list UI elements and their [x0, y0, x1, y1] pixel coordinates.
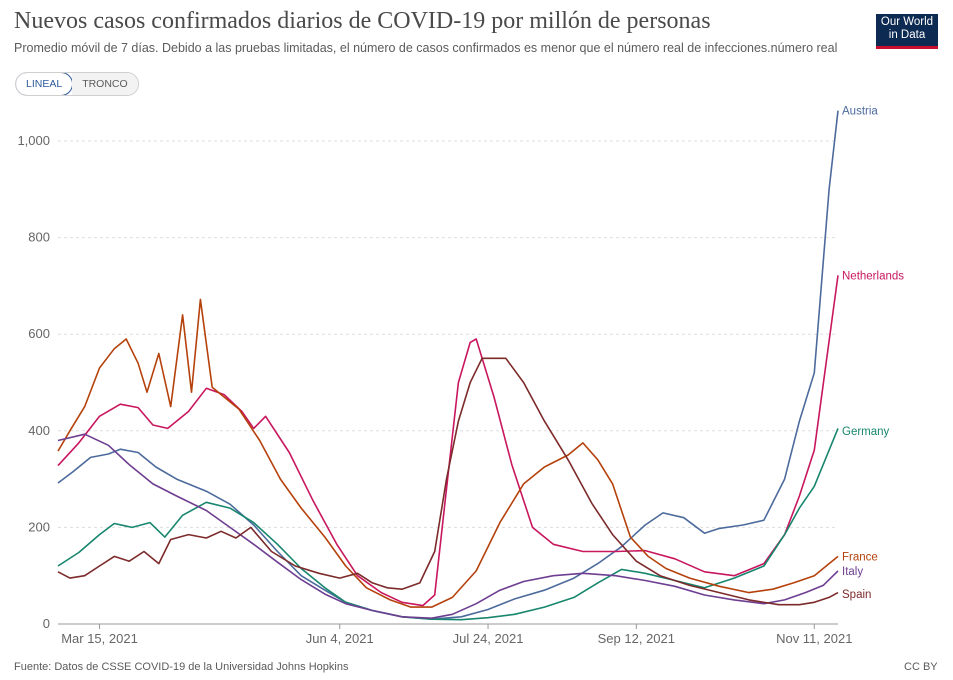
source-note[interactable]: Fuente: Datos de CSSE COVID-19 de la Uni… [14, 661, 349, 673]
x-tick-label: Jun 4, 2021 [306, 631, 374, 646]
x-tick-label: Sep 12, 2021 [598, 631, 675, 646]
y-tick-label: 600 [28, 326, 50, 341]
y-tick-label: 1,000 [17, 133, 50, 148]
x-tick-label: Jul 24, 2021 [453, 631, 524, 646]
scale-toggle[interactable]: LINEAL TRONCO [15, 72, 139, 96]
logo-line-1: Our World [880, 16, 934, 28]
y-tick-label: 0 [43, 616, 50, 631]
series-label-austria: Austria [842, 106, 878, 118]
linear-scale-button[interactable]: LINEAL [15, 73, 74, 95]
series-label-netherlands: Netherlands [842, 270, 904, 282]
series-line-netherlands[interactable] [57, 275, 839, 607]
series-line-austria[interactable] [57, 110, 839, 620]
logo-line-2: in Data [888, 29, 926, 41]
series-label-france: France [842, 551, 878, 563]
series-line-germany[interactable] [57, 428, 839, 621]
chart-title: Nuevos casos confirmados diarios de COVI… [14, 8, 711, 34]
line-chart[interactable]: 0 200 400 600 800 1,000 Mar 15, 2021 Jun 4, 202… [0, 100, 953, 655]
y-tick-label: 800 [28, 230, 50, 245]
y-tick-label: 400 [28, 423, 50, 438]
x-tick-label: Mar 15, 2021 [61, 631, 138, 646]
series-label-germany: Germany [842, 426, 890, 438]
log-scale-button[interactable]: TRONCO [72, 73, 138, 95]
series-line-spain[interactable] [57, 357, 839, 606]
owid-logo[interactable]: Our World in Data [876, 14, 938, 49]
y-tick-label: 200 [28, 519, 50, 534]
x-tick-label: Nov 11, 2021 [776, 631, 852, 646]
license-link[interactable]: CC BY [904, 661, 938, 673]
series-line-italy[interactable] [57, 433, 839, 619]
series-label-spain: Spain [842, 589, 871, 601]
chart-subtitle: Promedio móvil de 7 días. Debido a las p… [14, 41, 838, 55]
series-label-italy: Italy [842, 566, 863, 578]
series-line-france[interactable] [57, 298, 839, 608]
